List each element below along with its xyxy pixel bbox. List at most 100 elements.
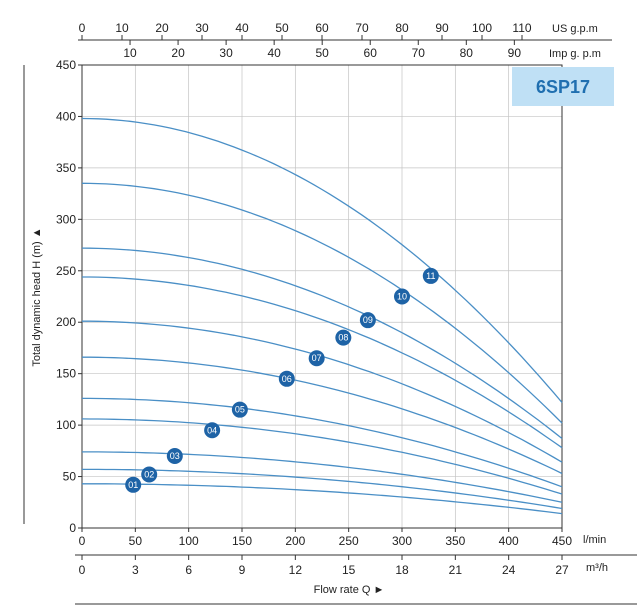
marker-02	[141, 466, 158, 483]
x-tick-label-impgpm: 30	[219, 46, 233, 60]
x-tick-label-impgpm: 80	[460, 46, 474, 60]
y-tick-label: 0	[69, 521, 76, 535]
x-tick-label-impgpm: 90	[508, 46, 522, 60]
x-tick-label-usgpm: 40	[235, 21, 249, 35]
model-badge: 6SP17	[512, 67, 614, 106]
unit-m3h: m³/h	[586, 562, 608, 574]
curve-04	[81, 418, 563, 495]
marker-label-03: 03	[170, 451, 180, 461]
y-tick-label: 350	[56, 161, 76, 175]
x-tick-label-m3h: 21	[449, 563, 463, 577]
marker-label-02: 02	[144, 469, 154, 479]
x-tick-label-usgpm: 80	[395, 21, 409, 35]
x-tick-label-m3h: 18	[395, 563, 409, 577]
x-tick-label-usgpm: 60	[315, 21, 329, 35]
marker-label-10: 10	[397, 292, 407, 302]
x-tick-label-lmin: 400	[499, 534, 519, 548]
marker-label-11: 11	[426, 271, 435, 281]
unit-usgpm: US g.p.m	[552, 23, 598, 35]
x-tick-label-usgpm: 20	[155, 21, 169, 35]
model-badge-label: 6SP17	[536, 77, 590, 97]
marker-09	[359, 312, 376, 329]
plot-frame	[23, 64, 563, 529]
y-axis-label: Total dynamic head H (m) ▲	[31, 227, 43, 366]
bottom-axes: 0 50 100 150 200 250 300 350 400 450 0 3 6 9 12 15 18 21 2…	[75, 528, 637, 605]
curve-02	[82, 468, 563, 510]
y-axis: 0 50 100 150 200 250 300 350 400 450	[56, 58, 82, 535]
y-tick-label: 100	[56, 418, 76, 432]
x-tick-label-m3h: 27	[555, 563, 569, 577]
y-tick-label: 300	[56, 212, 76, 226]
x-tick-label-lmin: 450	[552, 534, 572, 548]
x-tick-label-lmin: 150	[232, 534, 252, 548]
x-tick-label-impgpm: 70	[412, 46, 426, 60]
x-tick-label-impgpm: 10	[123, 46, 137, 60]
y-tick-label: 150	[56, 367, 76, 381]
marker-label-09: 09	[363, 315, 373, 325]
marker-08	[335, 329, 352, 346]
marker-label-01: 01	[128, 480, 138, 490]
x-tick-label-m3h: 9	[239, 563, 246, 577]
marker-11	[422, 267, 439, 284]
x-tick-label-lmin: 350	[445, 534, 465, 548]
x-tick-label-usgpm: 100	[472, 21, 492, 35]
plot-border	[81, 64, 563, 529]
marker-03	[166, 447, 183, 464]
x-tick-label-impgpm: 60	[364, 46, 378, 60]
y-tick-label: 50	[63, 470, 77, 484]
x-tick-label-lmin: 250	[339, 534, 359, 548]
y-tick-label: 200	[56, 315, 76, 329]
x-tick-label-m3h: 15	[342, 563, 356, 577]
curve-markers: 01 02 03 04 05 06 07 08 09 10 11	[125, 267, 439, 493]
x-tick-label-usgpm: 70	[355, 21, 369, 35]
x-tick-label-lmin: 0	[79, 534, 86, 548]
marker-04	[204, 422, 221, 439]
model-badge-box	[512, 67, 614, 106]
marker-label-05: 05	[235, 405, 245, 415]
marker-label-06: 06	[282, 374, 292, 384]
marker-07	[308, 350, 325, 367]
marker-06	[278, 370, 295, 387]
marker-label-04: 04	[207, 425, 217, 435]
grid	[82, 65, 562, 528]
curve-11	[81, 117, 563, 403]
x-tick-label-impgpm: 40	[267, 46, 281, 60]
marker-label-07: 07	[312, 353, 322, 363]
marker-10	[394, 288, 410, 305]
x-tick-label-usgpm: 50	[275, 21, 289, 35]
x-tick-label-m3h: 0	[79, 563, 86, 577]
curve-10	[81, 182, 563, 424]
x-tick-label-m3h: 24	[502, 563, 516, 577]
x-tick-label-lmin: 300	[392, 534, 412, 548]
y-tick-label: 250	[56, 264, 76, 278]
curve-06	[82, 356, 563, 475]
unit-impgpm: Imp g. p.m	[549, 48, 601, 60]
x-tick-label-lmin: 200	[285, 534, 305, 548]
x-tick-label-usgpm: 0	[79, 21, 86, 35]
curve-01	[82, 483, 563, 515]
x-axis-label: Flow rate Q ►	[314, 584, 385, 596]
x-tick-label-m3h: 3	[132, 563, 139, 577]
y-tick-label: 450	[56, 58, 76, 72]
x-tick-label-usgpm: 10	[115, 21, 129, 35]
curve-05	[82, 397, 563, 488]
x-tick-label-lmin: 100	[179, 534, 199, 548]
x-tick-label-m3h: 6	[185, 563, 192, 577]
x-tick-label-impgpm: 20	[171, 46, 185, 60]
y-tick-label: 400	[56, 109, 76, 123]
x-tick-label-usgpm: 30	[195, 21, 209, 35]
x-tick-label-m3h: 12	[289, 563, 303, 577]
curves	[81, 117, 563, 515]
curve-03	[82, 451, 563, 503]
marker-05	[231, 401, 248, 418]
curve-09	[81, 247, 563, 440]
marker-label-08: 08	[338, 333, 348, 343]
marker-01	[125, 476, 142, 493]
unit-lmin: l/min	[583, 534, 606, 546]
x-tick-label-usgpm: 110	[512, 21, 531, 35]
x-tick-label-usgpm: 90	[435, 21, 449, 35]
x-tick-label-lmin: 50	[129, 534, 143, 548]
curve-08	[82, 276, 563, 449]
